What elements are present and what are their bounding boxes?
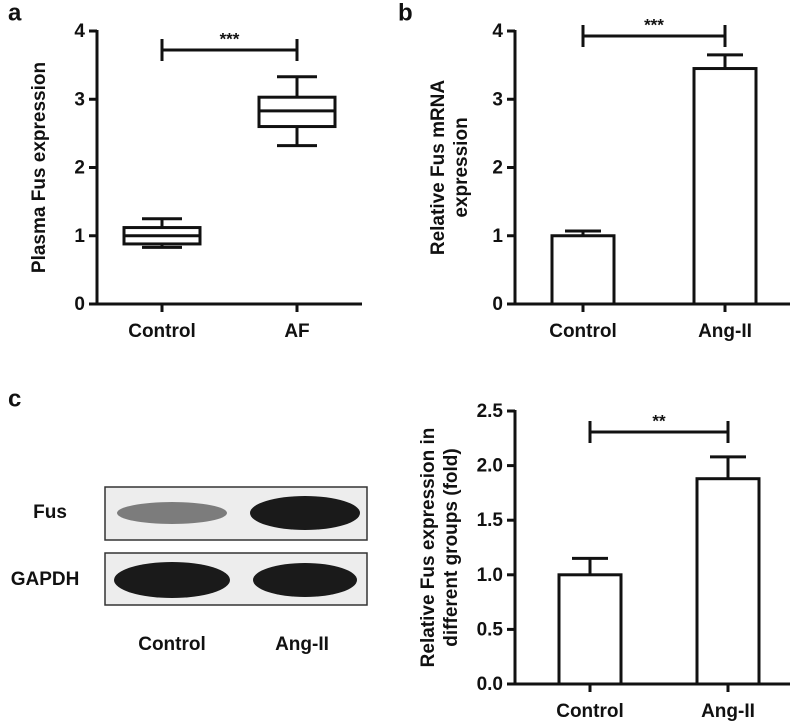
bar (557, 573, 623, 686)
panel-label: c (8, 385, 21, 412)
panel-label: a (8, 0, 22, 26)
y-tick-label: 2 (492, 158, 503, 179)
y-tick-label: 2 (74, 158, 85, 179)
blot-band (117, 502, 227, 524)
y-axis-title-line: Plasma Fus expression (29, 62, 50, 273)
blot-band (114, 562, 230, 598)
y-tick-label: 3 (74, 89, 85, 110)
significance-label: *** (220, 29, 240, 48)
y-tick-label: 1 (492, 226, 503, 247)
y-tick-label: 1 (74, 226, 85, 247)
y-tick-label: 3 (492, 89, 503, 110)
y-axis-title: Relative Fus mRNA expression (428, 80, 472, 256)
significance-bracket (588, 421, 730, 443)
y-tick-label: 4 (492, 21, 503, 42)
blot-band (253, 563, 357, 597)
bar (695, 477, 761, 686)
blot-lane-label: Ang-II (275, 634, 329, 655)
y-axis-title: Plasma Fus expression (29, 62, 50, 273)
y-tick-label: 2.0 (477, 456, 503, 477)
bar (550, 234, 616, 306)
blot-row-label: Fus (33, 502, 67, 523)
significance-label: ** (652, 411, 666, 430)
x-tick-label: Ang-II (698, 321, 752, 342)
y-axis-title: Relative Fus expression in different grou… (418, 428, 462, 668)
y-axis-title-line: Relative Fus expression in (418, 428, 439, 668)
y-axis-title-line: expression (451, 117, 472, 217)
y-tick-label: 0.5 (477, 619, 504, 640)
blot-lane-label: Control (138, 634, 206, 655)
western-blot: Fus GAPDH Control Ang-II (11, 486, 368, 655)
bar (692, 67, 758, 306)
y-tick-label: 4 (74, 21, 85, 42)
x-tick-label: Control (549, 321, 617, 342)
y-tick-label: 0 (492, 294, 503, 315)
blot-row-label: GAPDH (11, 569, 80, 590)
y-tick-label: 0.0 (477, 674, 503, 695)
y-axis-title-line: different groups (fold) (441, 448, 462, 646)
blot-band (250, 496, 360, 530)
y-axis-title-line: Relative Fus mRNA (428, 80, 449, 256)
y-tick-label: 2.5 (477, 401, 504, 422)
significance-bracket (581, 25, 727, 47)
x-tick-label: AF (284, 321, 309, 342)
x-tick-label: Control (128, 321, 196, 342)
significance-label: *** (644, 15, 664, 34)
x-tick-label: Control (556, 701, 624, 722)
significance-bracket (160, 39, 299, 61)
panel-label: b (398, 0, 413, 26)
x-tick-label: Ang-II (701, 701, 755, 722)
y-tick-label: 1.0 (477, 565, 503, 586)
y-tick-label: 1.5 (477, 510, 504, 531)
y-tick-label: 0 (74, 294, 85, 315)
